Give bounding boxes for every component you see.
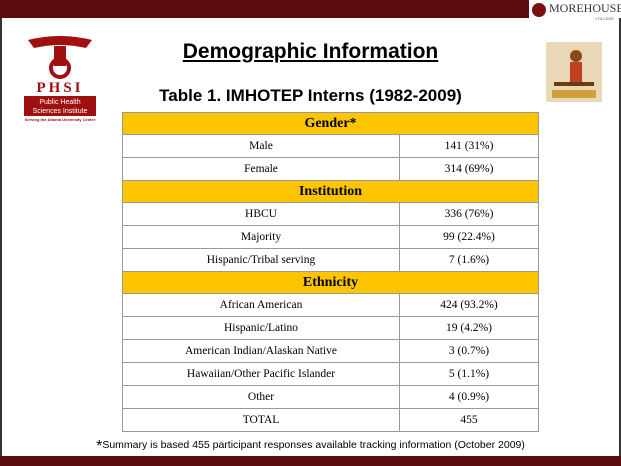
- row-value: 424 (93.2%): [399, 293, 539, 317]
- footnote: *Summary is based 455 participant respon…: [0, 438, 621, 456]
- brand-name: MOREHOUSE: [549, 1, 621, 15]
- image-figure: [570, 62, 582, 84]
- section-heading: Gender*: [122, 112, 539, 135]
- logo-shape: [49, 57, 71, 79]
- data-row: Majority 99 (22.4%): [122, 225, 539, 249]
- logo-text: Public Health: [39, 99, 80, 106]
- row-value: 314 (69%): [399, 157, 539, 181]
- logo-text: Sciences Institute: [33, 108, 88, 115]
- row-value: 141 (31%): [399, 134, 539, 158]
- logo-shape: [28, 36, 92, 48]
- side-rule: [0, 18, 2, 456]
- image-figure: [552, 90, 596, 98]
- table-body: Gender* Male 141 (31%) Female 314 (69%) Insti…: [122, 112, 539, 432]
- demographics-table: Gender* Male 141 (31%) Female 314 (69%) Insti…: [122, 112, 539, 432]
- brand-seal: [532, 3, 546, 17]
- slide-title: Demographic Information: [182, 40, 439, 63]
- section-row: Gender*: [122, 112, 539, 135]
- section-heading: Ethnicity: [122, 271, 539, 294]
- image-figure: [554, 82, 594, 86]
- data-row: African American 424 (93.2%): [122, 293, 539, 317]
- row-label: Hawaiian/Other Pacific Islander: [122, 362, 400, 386]
- row-value: 4 (0.9%): [399, 385, 539, 409]
- image-figure: [570, 50, 582, 62]
- brand-mark: MOREHOUSE COLLEGE: [532, 1, 621, 21]
- row-label: African American: [122, 293, 400, 317]
- row-value: 336 (76%): [399, 202, 539, 226]
- logo-acronym: PHSI: [36, 80, 83, 96]
- row-value: 3 (0.7%): [399, 339, 539, 363]
- learning-image: [546, 42, 602, 102]
- top-bar: [0, 0, 621, 18]
- row-label: HBCU: [122, 202, 400, 226]
- row-label: Hispanic/Latino: [122, 316, 400, 340]
- row-value: 455: [399, 408, 539, 432]
- row-label: Male: [122, 134, 400, 158]
- row-label: American Indian/Alaskan Native: [122, 339, 400, 363]
- data-row: Hispanic/Tribal serving 7 (1.6%): [122, 248, 539, 272]
- data-row: TOTAL 455: [122, 408, 539, 432]
- logo-band: [24, 96, 96, 116]
- row-value: 5 (1.1%): [399, 362, 539, 386]
- data-row: Hawaiian/Other Pacific Islander 5 (1.1%): [122, 362, 539, 386]
- data-row: HBCU 336 (76%): [122, 202, 539, 226]
- row-label: Other: [122, 385, 400, 409]
- table-caption: Table 1. IMHOTEP Interns (1982-2009): [159, 86, 462, 105]
- data-row: Hispanic/Latino 19 (4.2%): [122, 316, 539, 340]
- section-row: Ethnicity: [122, 271, 539, 294]
- row-value: 19 (4.2%): [399, 316, 539, 340]
- data-row: Male 141 (31%): [122, 134, 539, 158]
- row-label: Hispanic/Tribal serving: [122, 248, 400, 272]
- row-label: TOTAL: [122, 408, 400, 432]
- row-value: 7 (1.6%): [399, 248, 539, 272]
- row-label: Majority: [122, 225, 400, 249]
- row-value: 99 (22.4%): [399, 225, 539, 249]
- brand-sub: COLLEGE: [595, 16, 614, 21]
- data-row: American Indian/Alaskan Native 3 (0.7%): [122, 339, 539, 363]
- section-row: Institution: [122, 180, 539, 203]
- phsi-logo: PHSI Public Health Sciences Institute Se…: [24, 36, 96, 122]
- logo-tagline: Serving the Atlanta University Center: [25, 117, 96, 122]
- footnote-mark: *: [96, 438, 103, 455]
- footnote-text: Summary is based 455 participant respons…: [102, 439, 525, 451]
- bottom-bar: [0, 456, 621, 466]
- row-label: Female: [122, 157, 400, 181]
- brand-logo: MOREHOUSE COLLEGE: [529, 0, 621, 22]
- data-row: Other 4 (0.9%): [122, 385, 539, 409]
- data-row: Female 314 (69%): [122, 157, 539, 181]
- section-heading: Institution: [122, 180, 539, 203]
- side-rule: [619, 18, 621, 456]
